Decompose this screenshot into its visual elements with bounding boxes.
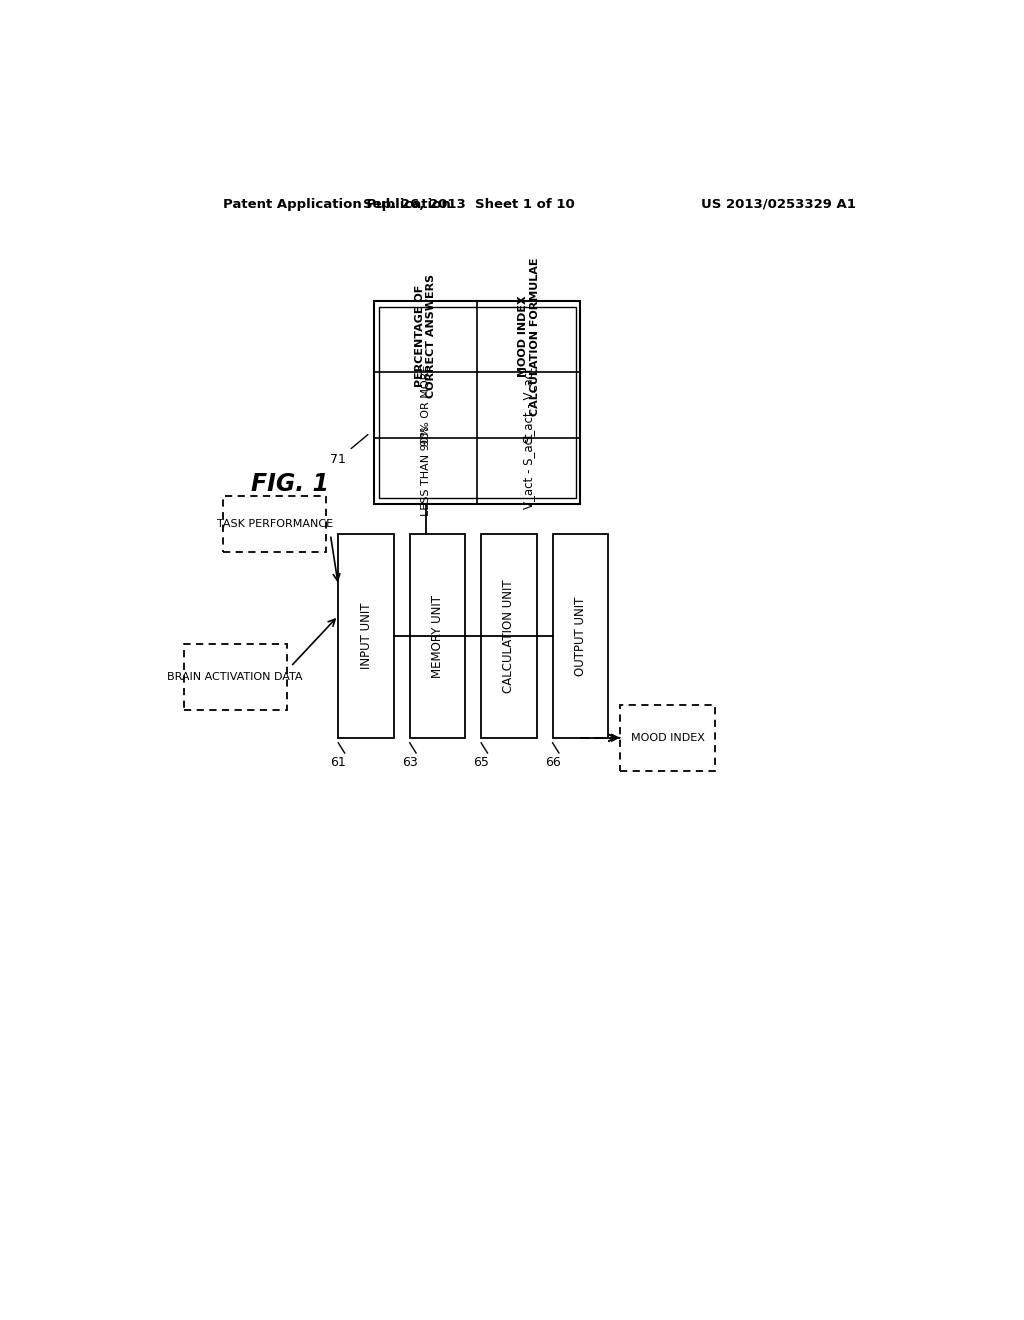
Text: INPUT UNIT: INPUT UNIT (359, 603, 373, 669)
Text: V_act - S_act: V_act - S_act (522, 433, 536, 508)
Text: MEMORY UNIT: MEMORY UNIT (431, 594, 444, 677)
Text: LESS THAN 90%: LESS THAN 90% (421, 426, 431, 516)
Text: S_act - V_act: S_act - V_act (522, 367, 536, 442)
Text: TASK PERFORMANCE: TASK PERFORMANCE (217, 519, 333, 529)
Text: CALCULATION UNIT: CALCULATION UNIT (503, 579, 515, 693)
Text: 90% OR MORE: 90% OR MORE (421, 364, 431, 446)
FancyBboxPatch shape (621, 705, 716, 771)
Text: 65: 65 (473, 756, 489, 770)
Text: 66: 66 (545, 756, 560, 770)
FancyBboxPatch shape (183, 644, 287, 710)
Bar (553, 535, 608, 738)
Text: 63: 63 (401, 756, 418, 770)
FancyBboxPatch shape (223, 496, 327, 552)
Text: PERCENTAGE OF
CORRECT ANSWERS: PERCENTAGE OF CORRECT ANSWERS (415, 275, 436, 399)
Text: MOOD INDEX: MOOD INDEX (631, 733, 705, 743)
Text: Sep. 26, 2013  Sheet 1 of 10: Sep. 26, 2013 Sheet 1 of 10 (364, 198, 575, 211)
Bar (379, 306, 575, 498)
Bar (481, 535, 537, 738)
Bar (374, 301, 581, 504)
Text: FIG. 1: FIG. 1 (251, 471, 329, 495)
Bar (410, 535, 465, 738)
Text: US 2013/0253329 A1: US 2013/0253329 A1 (701, 198, 856, 211)
Text: BRAIN ACTIVATION DATA: BRAIN ACTIVATION DATA (167, 672, 303, 681)
Bar (338, 535, 394, 738)
Text: Patent Application Publication: Patent Application Publication (223, 198, 451, 211)
Text: 61: 61 (331, 756, 346, 770)
Text: 71: 71 (331, 434, 368, 466)
Text: OUTPUT UNIT: OUTPUT UNIT (573, 597, 587, 676)
Text: MOOD INDEX
CALCULATION FORMULAE: MOOD INDEX CALCULATION FORMULAE (518, 257, 540, 416)
